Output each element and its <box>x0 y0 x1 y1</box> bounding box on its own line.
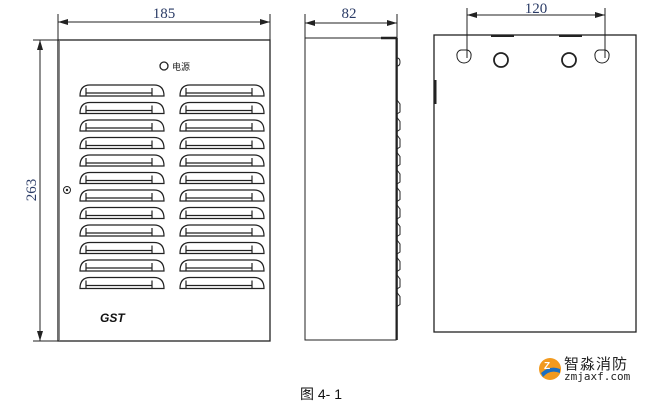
side-louver-profile <box>396 134 401 150</box>
back-panel <box>433 34 637 333</box>
louver-vent <box>179 154 265 167</box>
side-louver-profile <box>396 274 401 290</box>
louver-vent <box>79 84 165 97</box>
side-louver-profile <box>396 117 401 132</box>
watermark-logo: Z 智淼消防 zmjaxf.com <box>538 355 658 385</box>
louver-vent <box>79 154 165 167</box>
height-dimension: 263 <box>24 179 40 202</box>
louver-vent <box>179 206 265 220</box>
louver-grid <box>79 84 265 290</box>
side-louver-profile <box>396 222 401 237</box>
knockout-hole-icon <box>561 52 577 68</box>
louver-vent <box>179 119 265 132</box>
front-panel <box>57 39 271 342</box>
louver-vent <box>179 171 265 185</box>
side-louver-profile <box>396 257 401 272</box>
louver-vent <box>79 189 165 202</box>
side-louver-profile <box>396 152 401 167</box>
louver-vent <box>179 84 265 97</box>
side-louver-profile <box>396 292 401 307</box>
louver-vent <box>79 136 165 150</box>
width-dimension: 185 <box>153 6 176 22</box>
keyhole-mount-icon <box>594 49 610 64</box>
louver-vent <box>79 119 165 132</box>
louver-vent <box>179 224 265 237</box>
power-indicator-icon <box>159 61 169 71</box>
back-view: 120 <box>433 1 637 333</box>
louver-vent <box>79 171 165 185</box>
louver-vent <box>179 136 265 150</box>
brand-logo: GST <box>100 311 126 325</box>
side-louver-profile <box>396 239 401 255</box>
louver-vent <box>179 189 265 202</box>
side-louver-profile <box>396 99 401 115</box>
louver-vent <box>179 101 265 115</box>
louver-vent <box>79 276 165 290</box>
side-louver-profile <box>396 187 401 202</box>
louver-vent <box>79 241 165 255</box>
power-label: 电源 <box>172 61 190 72</box>
depth-dimension: 82 <box>342 6 357 22</box>
louver-vent <box>79 224 165 237</box>
side-view: 82 <box>304 6 401 341</box>
lock-icon <box>63 186 71 194</box>
figure-caption: 图 4- 1 <box>300 386 343 402</box>
louver-vent <box>179 259 265 272</box>
louver-vent <box>79 206 165 220</box>
louver-vent <box>179 241 265 255</box>
side-louver-profile <box>396 169 401 185</box>
keyhole-mount-icon <box>456 49 472 64</box>
louver-vent <box>79 259 165 272</box>
knockout-hole-icon <box>493 52 509 68</box>
watermark-name: 智淼消防 <box>564 356 629 373</box>
hole-spacing-dimension: 120 <box>525 1 548 17</box>
watermark-site: zmjaxf.com <box>564 370 631 383</box>
svg-text:Z: Z <box>544 361 550 372</box>
louver-vent <box>179 276 265 290</box>
watermark-emblem-icon: Z <box>539 358 561 380</box>
louver-vent <box>79 101 165 115</box>
side-louver-profile <box>396 204 401 220</box>
front-view: 185 263 电源 GST <box>24 6 271 342</box>
